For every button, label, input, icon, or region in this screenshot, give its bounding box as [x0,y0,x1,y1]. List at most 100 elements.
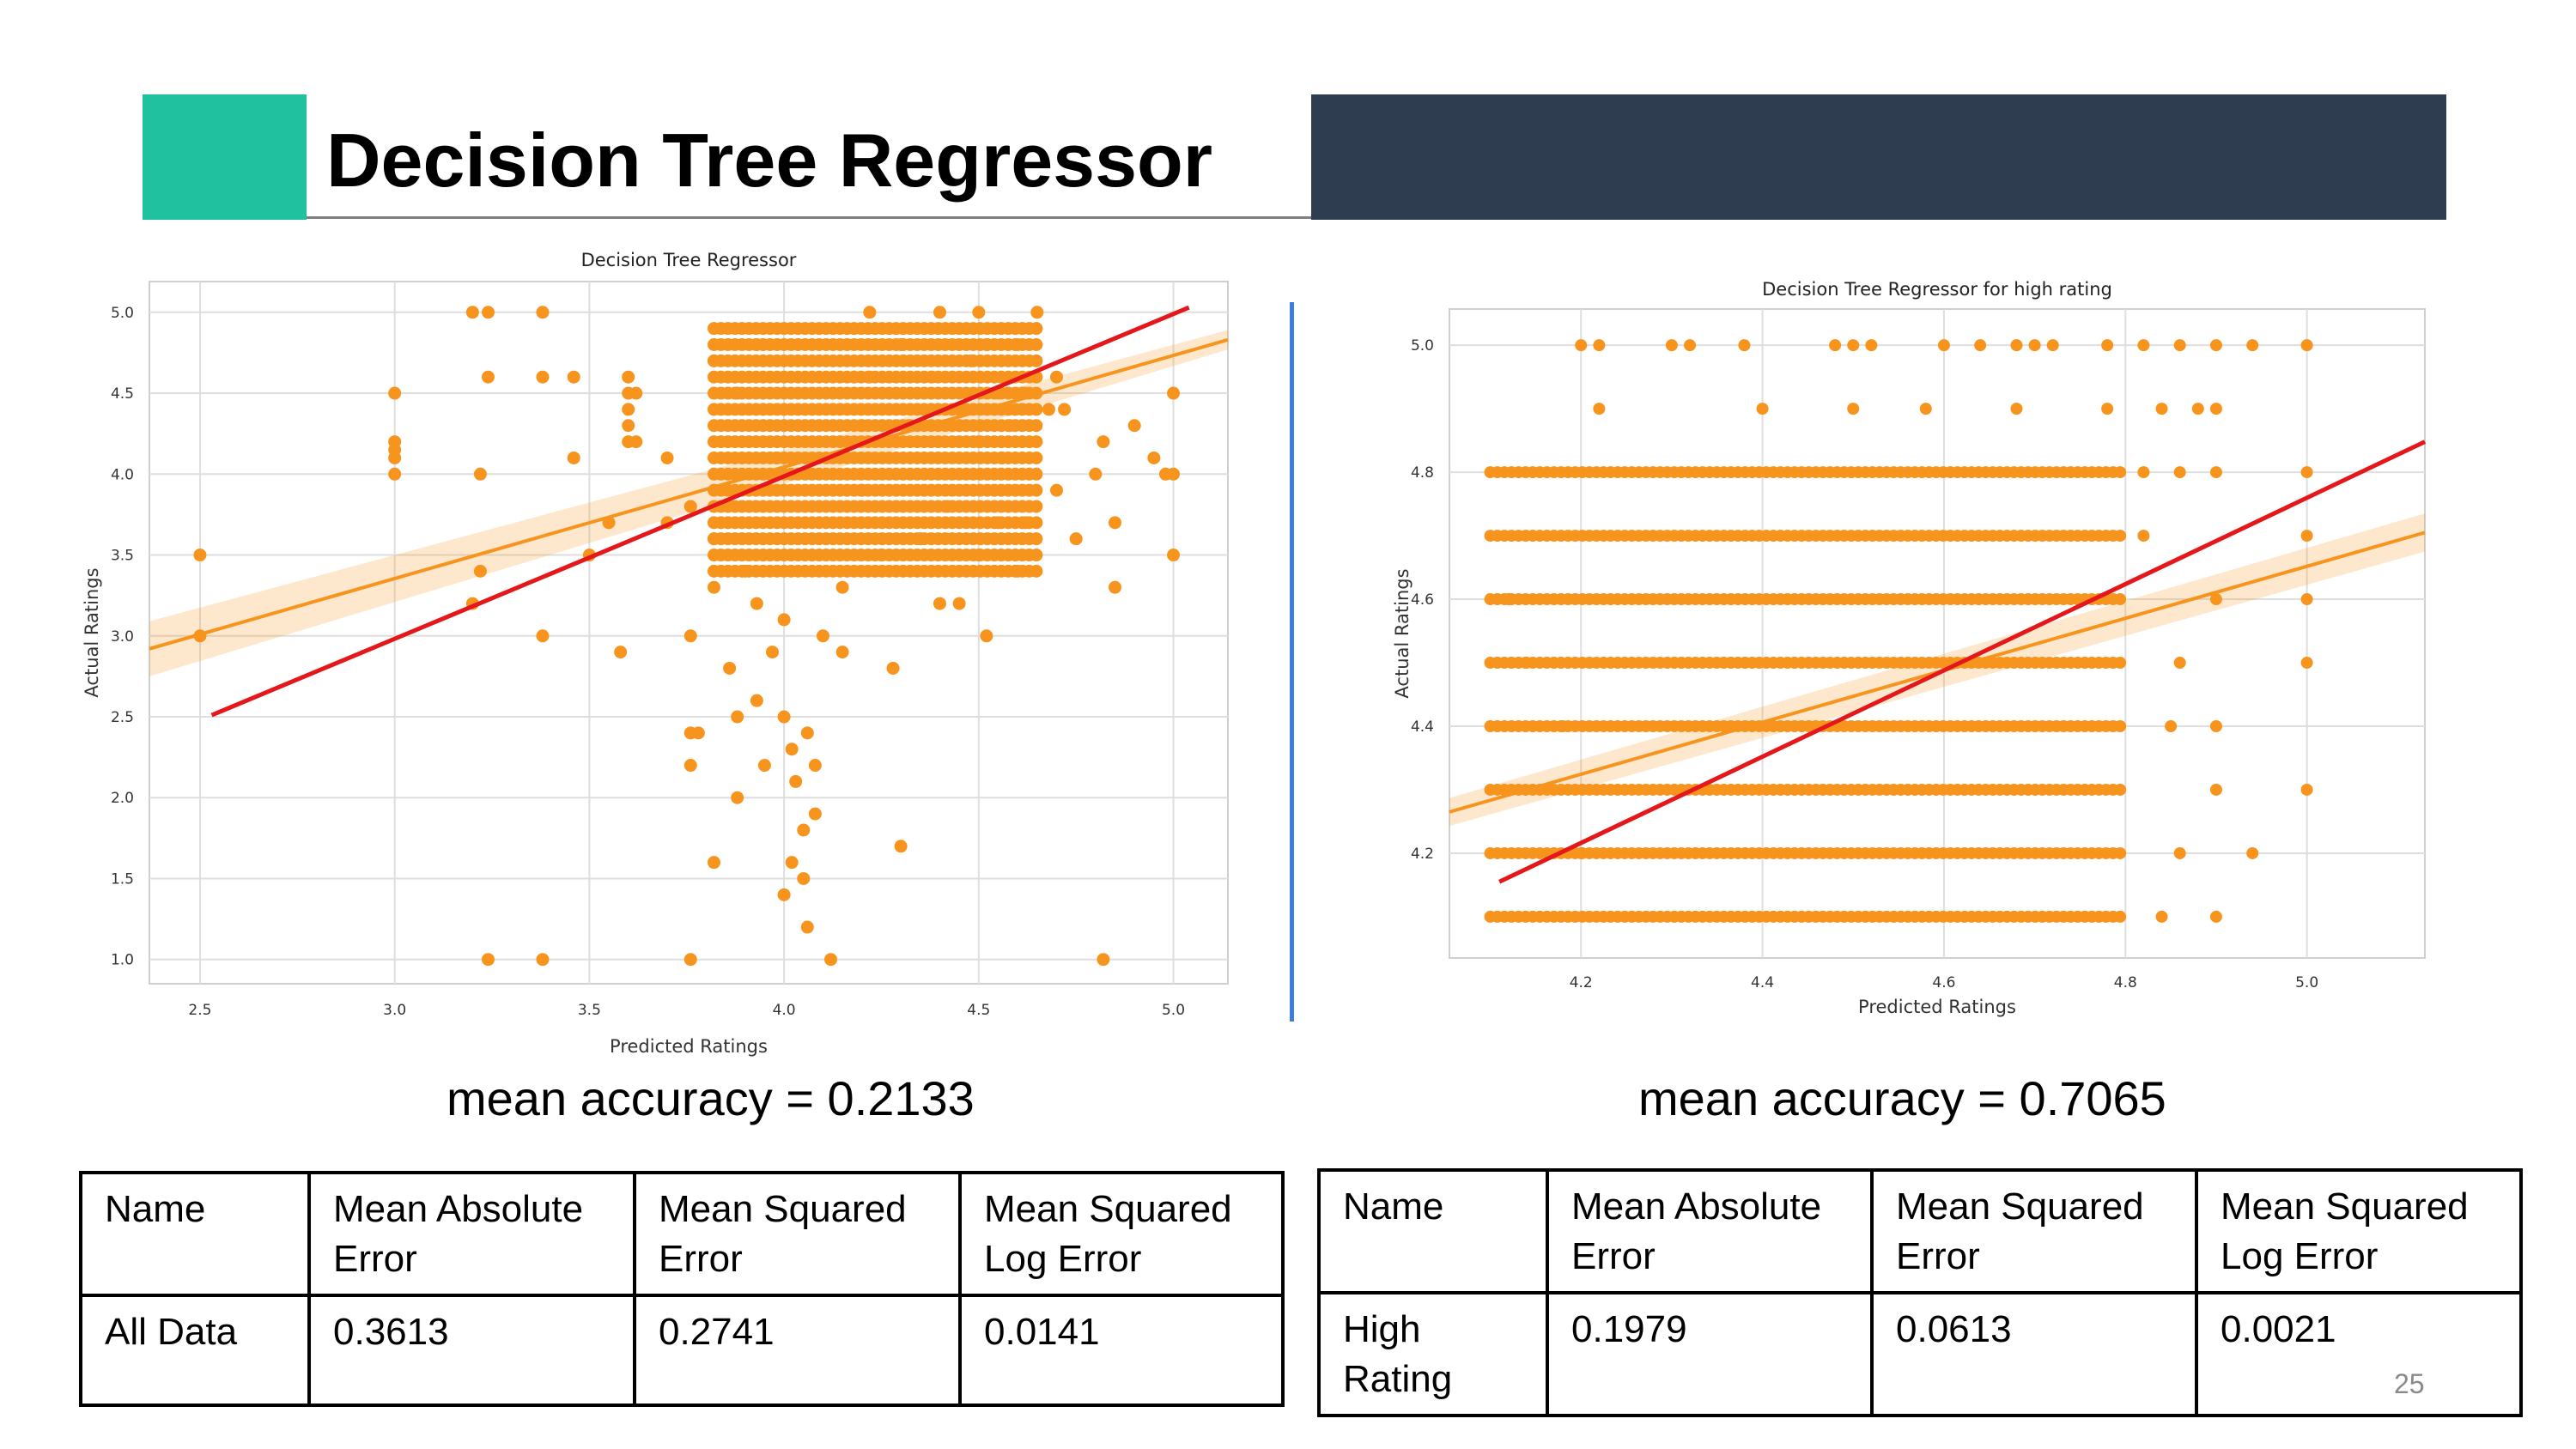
data-point [2155,403,2168,415]
data-point [2300,657,2313,670]
data-point [1127,419,1141,433]
x-tick-label: 4.0 [773,1002,796,1019]
data-point [894,840,908,853]
header-dark-band [1311,94,2446,220]
data-point [1919,403,1932,415]
data-point [2010,339,2023,352]
data-point [2173,466,2186,479]
x-tick-label: 4.2 [1570,974,1593,991]
data-point [750,694,763,707]
y-axis-label: Actual Ratings [1392,568,1413,698]
data-point [2046,339,2059,352]
data-point [777,613,791,627]
data-point [1847,339,1860,352]
msle-cell: 0.0141 [958,1294,1285,1407]
header-mean-squared-error: Mean Squared Error [1870,1168,2198,1294]
data-point [1756,403,1769,415]
data-point [835,646,849,659]
data-point [789,774,803,788]
data-point [2114,530,2127,543]
data-point [925,370,939,384]
data-point [481,370,495,384]
x-tick-label: 5.0 [1162,1002,1185,1019]
y-tick-label: 5.0 [1411,337,1434,355]
data-point [683,500,697,513]
data-point [808,759,822,773]
data-point [1030,564,1043,578]
data-point [1557,720,1570,732]
data-point [2114,593,2127,606]
data-point [1030,306,1044,319]
x-tick-label: 4.4 [1751,974,1774,991]
data-point [683,759,697,773]
chart-title: Decision Tree Regressor [581,250,797,270]
data-point [1049,483,1063,497]
data-point [941,500,955,513]
data-point [1974,339,1987,352]
data-point [1167,467,1181,481]
data-point [894,338,908,352]
y-tick-label: 3.0 [111,628,134,646]
data-point [1109,516,1122,530]
data-point [972,435,986,449]
data-point [777,710,791,724]
data-point [1030,435,1043,449]
data-point [1030,549,1043,562]
y-tick-label: 1.0 [111,952,134,969]
data-point [2209,720,2222,732]
data-point [952,419,966,433]
data-point [2101,339,2114,352]
data-point [750,338,763,352]
data-point [2191,403,2204,415]
data-point [2173,339,2186,352]
data-point [629,386,643,400]
data-point [2114,657,2127,670]
data-point [886,661,900,675]
data-point [874,549,888,562]
data-point [567,370,580,384]
y-tick-label: 4.2 [1411,846,1434,863]
data-point [765,646,779,659]
x-tick-label: 2.5 [188,1002,211,1019]
data-point [622,370,635,384]
metrics-table-high-rating: Name Mean Absolute Error Mean Squared Erro… [1317,1168,2523,1417]
data-point [1865,339,1878,352]
data-point [1593,403,1606,415]
data-point [622,403,635,416]
data-point [972,306,986,319]
data-point [785,856,799,870]
data-point [1097,953,1110,967]
x-tick-label: 4.5 [967,1002,990,1019]
mse-cell: 0.2741 [633,1294,962,1407]
header-mean-squared-error: Mean Squared Error [633,1171,962,1297]
data-point [536,306,550,319]
data-point [388,386,402,400]
data-point [2209,466,2222,479]
header-accent-block [143,94,307,220]
data-point [855,483,869,497]
data-point [1665,339,1678,352]
data-point [1738,339,1751,352]
reference-line [210,305,1190,718]
data-point [2114,910,2127,923]
header-mean-absolute-error: Mean Absolute Error [1546,1168,1874,1294]
data-point [683,629,697,643]
data-point [2155,910,2168,923]
data-point [1829,339,1842,352]
data-point [1847,403,1860,415]
data-point [816,629,829,643]
data-point [1684,339,1697,352]
data-point [757,759,771,773]
data-point [1018,516,1032,530]
vertical-divider [1290,302,1294,1022]
data-point [536,629,550,643]
data-point [1042,403,1055,416]
data-point [2114,783,2127,796]
data-point [750,597,763,610]
data-point [738,564,752,578]
data-point [797,871,811,885]
data-point [991,516,1005,530]
header-underline [307,216,1311,219]
header-mean-squared-log-error: Mean Squared Log Error [958,1171,1285,1297]
data-point [2114,720,2127,732]
